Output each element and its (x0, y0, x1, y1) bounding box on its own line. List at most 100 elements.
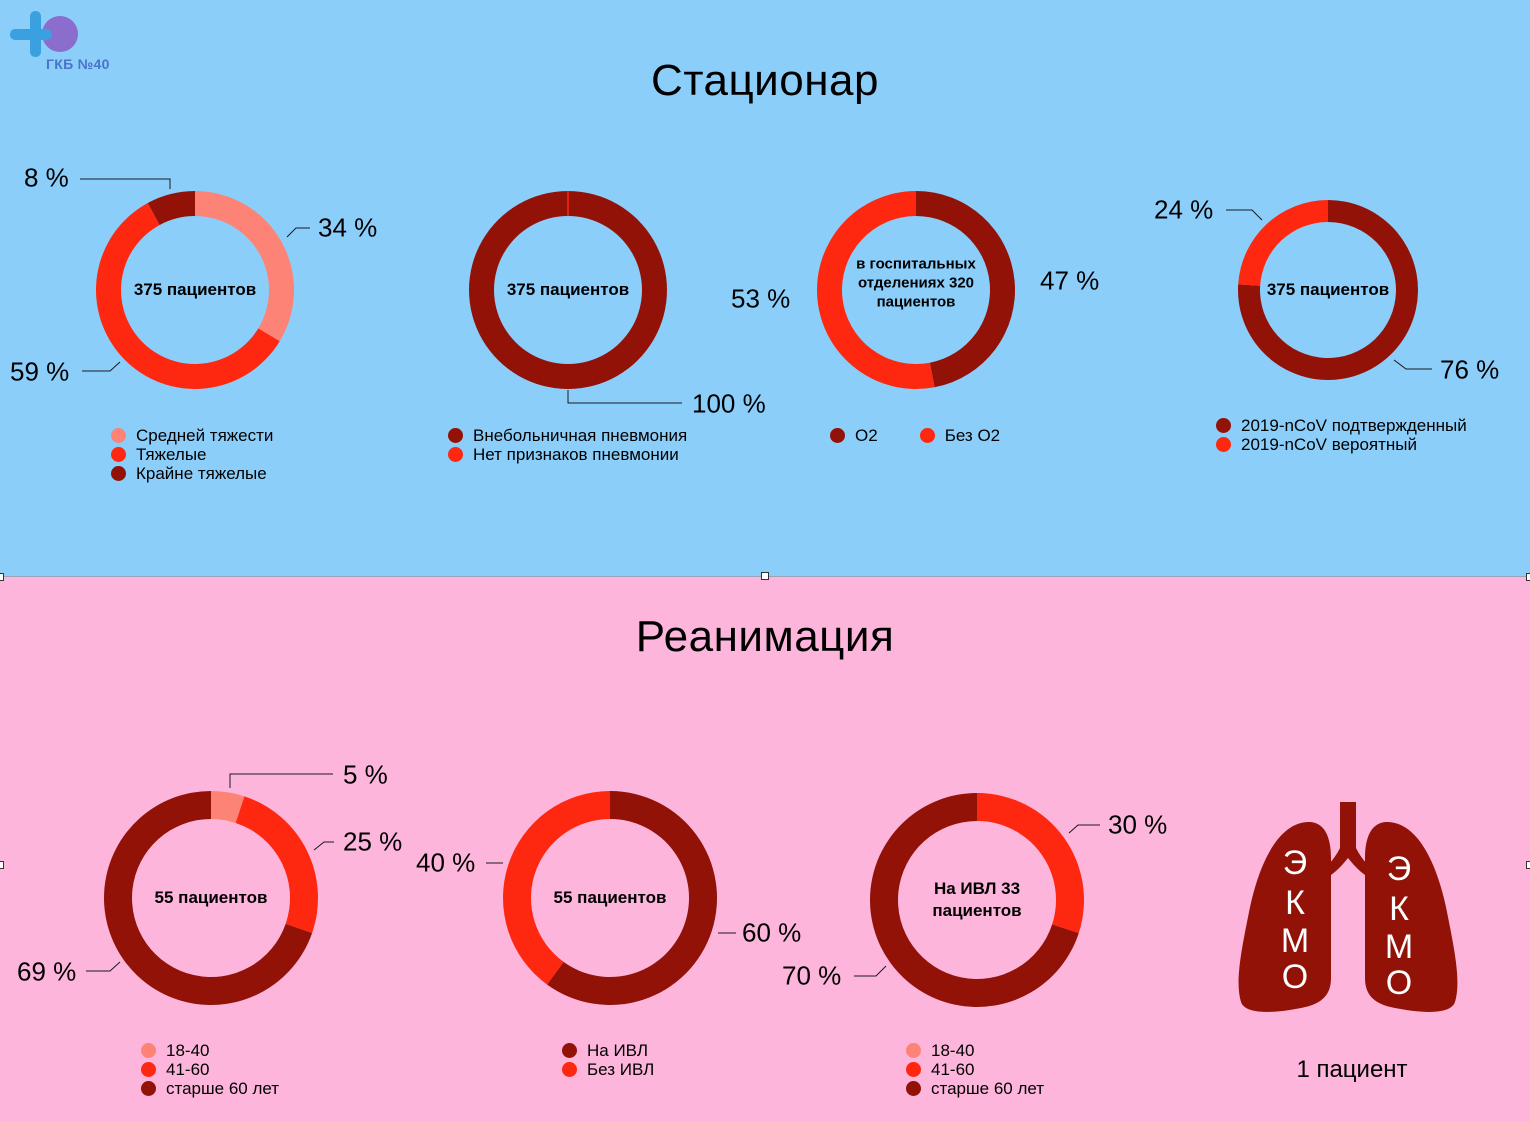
legend-label: 41-60 (931, 1059, 975, 1079)
logo-text: ГКБ №40 (46, 56, 110, 72)
donut-slice (977, 793, 1084, 934)
pct-label: 70 % (782, 960, 842, 991)
donut-center-label: 375 пациентов (1266, 280, 1390, 299)
section-title-inpatient: Стационар (651, 56, 879, 105)
legend-label: Средней тяжести (136, 425, 274, 445)
ekmo-letter: О (1385, 964, 1413, 1002)
ekmo-letter: Э (1282, 844, 1308, 882)
donut-center-label: На ИВЛ 33 пациентов (932, 879, 1022, 920)
pct-label: 24 % (1154, 194, 1214, 225)
pct-label: 60 % (742, 917, 802, 948)
legend: На ИВЛ Без ИВЛ (562, 1041, 654, 1079)
legend-dot-icon (830, 428, 845, 443)
donut-center-label: 375 пациентов (506, 280, 630, 299)
legend-label: На ИВЛ (587, 1040, 648, 1060)
legend-label: 41-60 (166, 1059, 210, 1079)
donut-slice (235, 796, 318, 933)
resize-handle-right[interactable] (1526, 573, 1530, 581)
legend-label: Тяжелые (136, 444, 207, 464)
legend-item: 41-60 (141, 1060, 279, 1079)
leader-line (86, 961, 121, 972)
pct-label: 25 % (343, 826, 403, 857)
legend-item: Без O2 (919, 425, 1001, 445)
leader-line (1226, 209, 1263, 221)
donut-slice (211, 791, 245, 823)
donut-center-label: 55 пациентов (553, 888, 667, 907)
resize-handle-left[interactable] (0, 573, 4, 581)
legend-item: 18-40 (141, 1041, 279, 1060)
legend: Внебольничная пневмония Нет признаков пн… (448, 426, 687, 464)
legend-label: Нет признаков пневмонии (473, 444, 679, 464)
legend-dot-icon (1216, 418, 1231, 433)
pct-label: 30 % (1108, 809, 1168, 840)
legend-dot-icon (562, 1043, 577, 1058)
legend-label: старше 60 лет (931, 1078, 1045, 1098)
donut-slice (95, 203, 280, 389)
legend-label: Внебольничная пневмония (473, 425, 688, 445)
resize-handle-mid-left[interactable] (0, 861, 4, 869)
legend-label: Без O2 (944, 425, 1001, 445)
hospital-logo-icon (10, 11, 78, 57)
legend-dot-icon (141, 1043, 156, 1058)
lungs-icon (1238, 802, 1458, 1012)
legend-item: Нет признаков пневмонии (448, 445, 687, 464)
legend-dot-icon (906, 1062, 921, 1077)
ekmo-letter: Э (1386, 850, 1412, 888)
legend-dot-icon (919, 428, 935, 443)
leader-line (82, 361, 121, 372)
legend-item: 18-40 (906, 1041, 1044, 1060)
inpatient-section (0, 0, 1530, 577)
pct-label: 59 % (10, 356, 70, 387)
legend-item: 2019-nCoV вероятный (1216, 435, 1467, 454)
pct-label: 8 % (24, 162, 69, 193)
legend-label: Крайне тяжелые (136, 463, 267, 483)
donut-slice (1238, 200, 1328, 286)
legend: 18-40 41-60 старше 60 лет (906, 1041, 1044, 1098)
donut-slice (817, 191, 935, 389)
legend-item: Без ИВЛ (562, 1060, 654, 1079)
resize-handle-center[interactable] (761, 572, 769, 580)
legend-dot-icon (111, 447, 126, 462)
legend: 2019-nCoV подтвержденный 2019-nCoV вероя… (1216, 416, 1467, 454)
ekmo-letter: М (1280, 922, 1310, 960)
donut-center-label: 55 пациентов (154, 888, 268, 907)
legend-item: Крайне тяжелые (111, 464, 273, 483)
legend-label: Без ИВЛ (587, 1059, 655, 1079)
ekmo-letter: К (1389, 890, 1409, 928)
ekmo-lungs: Э К М О Э К М О (1237, 800, 1459, 1018)
legend-label: 2019-nCoV подтвержденный (1241, 415, 1467, 435)
pct-label: 69 % (17, 956, 77, 987)
ekmo-letter: К (1285, 884, 1305, 922)
donut-slice (916, 191, 1015, 388)
legend: Средней тяжести Тяжелые Крайне тяжелые (111, 426, 273, 483)
resize-handle-mid-right[interactable] (1526, 861, 1530, 869)
legend-label: старше 60 лет (166, 1078, 280, 1098)
pct-label: 34 % (318, 212, 378, 243)
legend: 18-40 41-60 старше 60 лет (141, 1041, 279, 1098)
donut-slice (503, 790, 610, 985)
donut-center-label: в госпитальных отделениях 320 пациентов (856, 255, 976, 311)
legend-item: 2019-nCoV подтвержденный (1216, 416, 1467, 435)
legend-dot-icon (562, 1062, 577, 1077)
legend-dot-icon (111, 428, 126, 443)
leader-line (567, 390, 682, 404)
pct-label: 40 % (416, 847, 476, 878)
donut-center-label: 375 пациентов (133, 280, 257, 299)
legend-label: 2019-nCoV вероятный (1241, 434, 1418, 454)
leader-line (854, 965, 887, 977)
legend-item: старше 60 лет (906, 1079, 1044, 1098)
legend-dot-icon (906, 1081, 921, 1096)
pct-label: 53 % (731, 283, 791, 314)
legend-item: Внебольничная пневмония (448, 426, 687, 445)
legend-dot-icon (448, 428, 463, 443)
legend-item: Тяжелые (111, 445, 273, 464)
leader-line (1068, 824, 1100, 834)
legend-dot-icon (141, 1081, 156, 1096)
pct-label: 76 % (1440, 354, 1500, 385)
legend-label: O2 (855, 425, 878, 445)
legend-dot-icon (141, 1062, 156, 1077)
donut-slice (195, 190, 295, 342)
pct-label: 47 % (1040, 265, 1100, 296)
section-title-icu: Реанимация (635, 612, 895, 661)
